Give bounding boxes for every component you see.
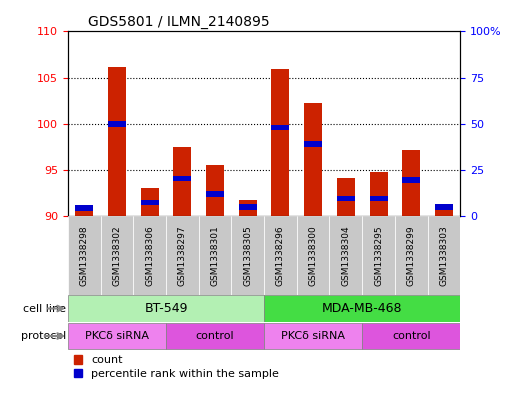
Bar [108, 121, 126, 127]
FancyBboxPatch shape [68, 323, 166, 349]
Bar [206, 165, 224, 216]
Text: GSM1338298: GSM1338298 [80, 225, 89, 286]
Bar [370, 196, 388, 201]
Text: protocol: protocol [21, 331, 66, 341]
FancyBboxPatch shape [362, 323, 460, 349]
Text: GSM1338301: GSM1338301 [211, 225, 220, 286]
FancyBboxPatch shape [362, 216, 395, 295]
Text: control: control [392, 331, 430, 341]
FancyBboxPatch shape [68, 216, 100, 295]
Bar [239, 204, 257, 210]
FancyBboxPatch shape [264, 323, 362, 349]
Bar [304, 141, 322, 147]
FancyBboxPatch shape [231, 216, 264, 295]
Bar [174, 176, 191, 181]
Text: GSM1338297: GSM1338297 [178, 225, 187, 286]
Text: GSM1338303: GSM1338303 [439, 225, 448, 286]
FancyBboxPatch shape [395, 216, 428, 295]
FancyBboxPatch shape [428, 216, 460, 295]
Bar [75, 209, 93, 216]
Bar [271, 69, 289, 216]
FancyBboxPatch shape [297, 216, 329, 295]
Bar [271, 125, 289, 130]
Text: GSM1338305: GSM1338305 [243, 225, 252, 286]
FancyBboxPatch shape [166, 216, 199, 295]
Text: GDS5801 / ILMN_2140895: GDS5801 / ILMN_2140895 [88, 15, 269, 29]
Bar [304, 103, 322, 216]
Bar [75, 205, 93, 211]
Bar [141, 200, 158, 205]
FancyBboxPatch shape [264, 216, 297, 295]
Bar [435, 206, 453, 216]
Bar [402, 177, 420, 183]
Bar [370, 172, 388, 216]
FancyBboxPatch shape [133, 216, 166, 295]
Bar [141, 188, 158, 216]
Text: BT-549: BT-549 [144, 302, 188, 315]
Text: GSM1338299: GSM1338299 [407, 225, 416, 286]
Text: GSM1338304: GSM1338304 [342, 225, 350, 286]
Text: control: control [196, 331, 234, 341]
Text: GSM1338295: GSM1338295 [374, 225, 383, 286]
Text: cell line: cell line [24, 303, 66, 314]
Text: GSM1338306: GSM1338306 [145, 225, 154, 286]
FancyBboxPatch shape [68, 295, 264, 322]
Text: GSM1338296: GSM1338296 [276, 225, 285, 286]
Text: GSM1338300: GSM1338300 [309, 225, 317, 286]
Bar [206, 191, 224, 197]
Bar [337, 196, 355, 201]
Bar [337, 178, 355, 216]
FancyBboxPatch shape [100, 216, 133, 295]
Bar [402, 150, 420, 216]
Bar [239, 200, 257, 216]
Bar [174, 147, 191, 216]
FancyBboxPatch shape [264, 295, 460, 322]
Text: PKCδ siRNA: PKCδ siRNA [85, 331, 149, 341]
Text: PKCδ siRNA: PKCδ siRNA [281, 331, 345, 341]
Text: MDA-MB-468: MDA-MB-468 [322, 302, 402, 315]
Bar [435, 204, 453, 210]
FancyBboxPatch shape [199, 216, 231, 295]
Legend: count, percentile rank within the sample: count, percentile rank within the sample [74, 355, 279, 379]
FancyBboxPatch shape [166, 323, 264, 349]
Bar [108, 66, 126, 216]
FancyBboxPatch shape [329, 216, 362, 295]
Text: GSM1338302: GSM1338302 [112, 225, 121, 286]
